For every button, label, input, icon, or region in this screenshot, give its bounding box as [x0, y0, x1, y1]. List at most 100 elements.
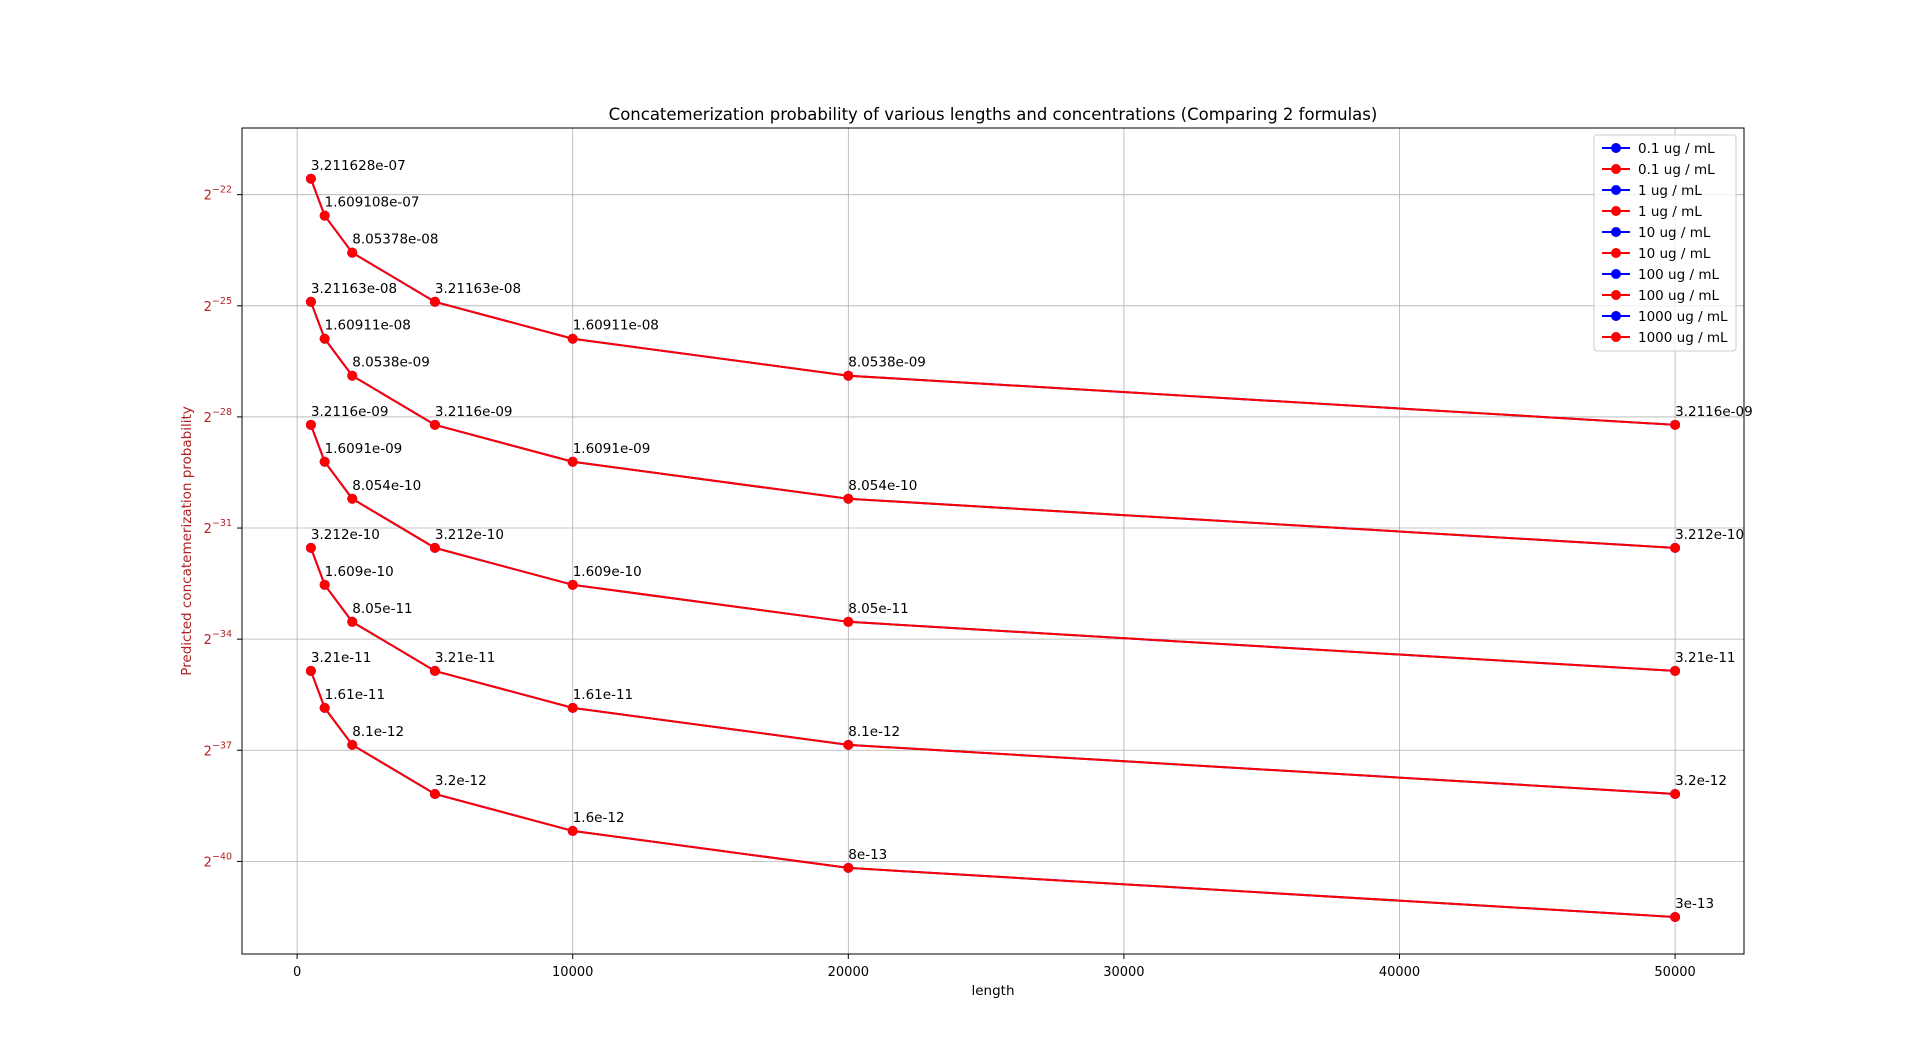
x-tick-label: 20000 — [828, 965, 869, 980]
x-tick-label: 10000 — [552, 965, 593, 980]
data-label: 8.1e-12 — [848, 724, 900, 740]
data-label: 1.609108e-07 — [325, 195, 420, 211]
data-point — [843, 616, 854, 627]
data-point — [843, 739, 854, 750]
data-point — [347, 370, 358, 381]
series-line — [309, 301, 1676, 549]
series-line — [309, 178, 1676, 426]
data-label: 3.21e-11 — [435, 650, 495, 666]
data-point — [429, 419, 440, 430]
series-line — [309, 301, 1676, 549]
legend-marker — [1611, 290, 1621, 300]
data-point — [1670, 912, 1681, 923]
data-point — [843, 862, 854, 873]
data-point — [305, 173, 316, 184]
data-label: 3.211628e-07 — [311, 158, 406, 174]
legend-label: 1000 ug / mL — [1638, 309, 1728, 325]
legend-label: 1000 ug / mL — [1638, 330, 1728, 346]
data-label: 1.61e-11 — [325, 687, 385, 703]
series-line — [309, 424, 1676, 672]
data-label: 8.054e-10 — [848, 478, 917, 494]
x-tick-label: 50000 — [1654, 965, 1695, 980]
data-point — [319, 579, 330, 590]
data-point — [1670, 542, 1681, 553]
legend-marker — [1611, 311, 1621, 321]
legend-label: 0.1 ug / mL — [1638, 141, 1715, 157]
legend-label: 1 ug / mL — [1638, 183, 1702, 199]
legend-label: 100 ug / mL — [1638, 267, 1719, 283]
data-point — [1670, 419, 1681, 430]
data-point — [319, 210, 330, 221]
data-label: 1.6e-12 — [573, 810, 625, 826]
chart-title: Concatemerization probability of various… — [609, 105, 1378, 124]
x-tick-label: 0 — [293, 965, 301, 980]
legend-marker — [1611, 332, 1621, 342]
legend-marker — [1611, 269, 1621, 279]
legend-marker — [1611, 164, 1621, 174]
data-point — [347, 739, 358, 750]
data-label: 3.2116e-09 — [311, 404, 389, 420]
legend: 0.1 ug / mL 0.1 ug / mL 1 ug / mL 1 ug / mL… — [1593, 134, 1737, 352]
data-point — [429, 788, 440, 799]
legend-label: 10 ug / mL — [1638, 225, 1711, 241]
data-point — [1670, 788, 1681, 799]
data-point — [843, 370, 854, 381]
data-point — [319, 456, 330, 467]
data-label: 8.05e-11 — [848, 601, 908, 617]
data-label: 1.609e-10 — [325, 564, 394, 580]
data-label: 8.1e-12 — [352, 724, 404, 740]
y-axis: 2−22 2−25 2−28 2−31 2−34 2−37 2−40 — [204, 185, 242, 870]
data-point — [305, 419, 316, 430]
legend-marker — [1611, 185, 1621, 195]
data-label: 1.6091e-09 — [573, 441, 651, 457]
data-label: 1.6091e-09 — [325, 441, 403, 457]
y-axis-label: Predicted concatemerization probability — [179, 406, 195, 676]
x-axis-label: length — [971, 983, 1014, 999]
data-point — [305, 665, 316, 676]
legend-label: 100 ug / mL — [1638, 288, 1719, 304]
data-label: 3.212e-10 — [1675, 527, 1744, 543]
y-tick-label: 2−40 — [204, 851, 232, 870]
data-label: 1.61e-11 — [573, 687, 633, 703]
data-label: 3.212e-10 — [311, 527, 380, 543]
data-label: 3.212e-10 — [435, 527, 504, 543]
data-label: 3.21e-11 — [311, 650, 371, 666]
data-label: 8.0538e-09 — [352, 355, 430, 371]
data-label: 8.054e-10 — [352, 478, 421, 494]
y-tick-label: 2−31 — [204, 518, 232, 537]
data-label: 3.2e-12 — [435, 773, 487, 789]
data-label: 1.609e-10 — [573, 564, 642, 580]
data-label: 3.2e-12 — [1675, 773, 1727, 789]
series-line — [309, 547, 1676, 795]
y-tick-label: 2−28 — [204, 407, 232, 426]
y-tick-label: 2−22 — [204, 185, 232, 204]
data-label: 3e-13 — [1675, 896, 1714, 912]
data-point — [429, 665, 440, 676]
legend-label: 0.1 ug / mL — [1638, 162, 1715, 178]
x-tick-label: 30000 — [1103, 965, 1144, 980]
data-point — [347, 616, 358, 627]
legend-label: 1 ug / mL — [1638, 204, 1702, 220]
legend-marker — [1611, 248, 1621, 258]
legend-marker — [1611, 143, 1621, 153]
data-point — [567, 456, 578, 467]
legend-label: 10 ug / mL — [1638, 246, 1711, 262]
data-label: 8e-13 — [848, 847, 887, 863]
data-point — [567, 579, 578, 590]
data-label: 3.2116e-09 — [435, 404, 513, 420]
data-label: 3.21163e-08 — [435, 281, 521, 297]
data-point — [567, 702, 578, 713]
data-point — [305, 542, 316, 553]
data-point — [1670, 665, 1681, 676]
legend-marker — [1611, 206, 1621, 216]
data-label: 8.05378e-08 — [352, 232, 438, 248]
plot-frame — [241, 127, 1745, 955]
legend-marker — [1611, 227, 1621, 237]
data-point — [429, 542, 440, 553]
y-tick-label: 2−37 — [204, 740, 232, 759]
data-label: 1.60911e-08 — [573, 318, 659, 334]
data-label: 1.60911e-08 — [325, 318, 411, 334]
series-line — [309, 424, 1676, 672]
data-label: 8.0538e-09 — [848, 355, 926, 371]
